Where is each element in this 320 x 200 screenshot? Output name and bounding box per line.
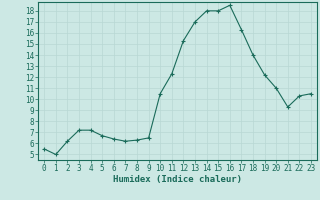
X-axis label: Humidex (Indice chaleur): Humidex (Indice chaleur) [113, 175, 242, 184]
